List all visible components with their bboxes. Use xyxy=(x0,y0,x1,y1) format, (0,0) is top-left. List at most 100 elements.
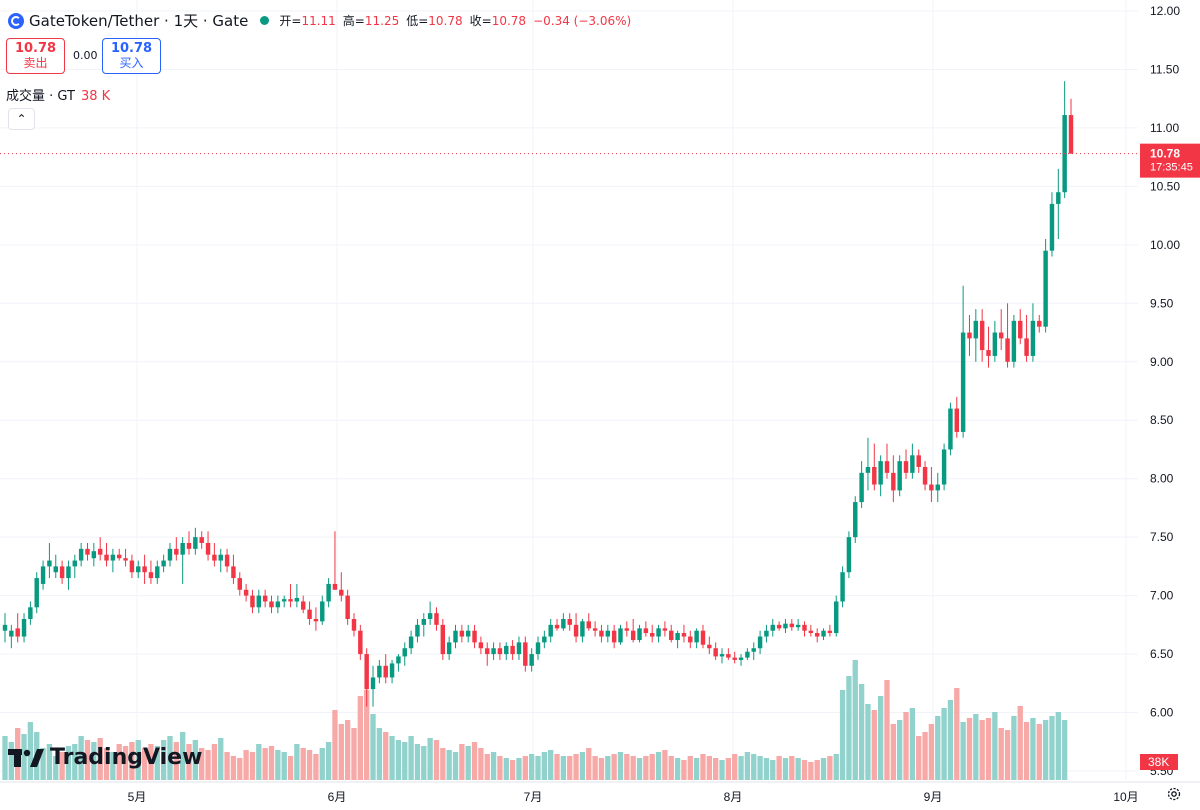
volume-bar xyxy=(192,740,199,780)
volume-bar xyxy=(167,736,173,780)
low-label: 低= xyxy=(406,14,429,28)
candle xyxy=(986,326,991,368)
candle-body xyxy=(884,461,890,473)
time-tick-label: 6月 xyxy=(328,790,347,804)
candle xyxy=(459,624,465,643)
candle xyxy=(193,527,198,555)
time-axis[interactable]: 5月 6月 7月 8月 9月 10月 xyxy=(0,781,1200,804)
candle-body xyxy=(269,601,274,608)
candle-body xyxy=(643,628,649,634)
candle-body xyxy=(497,648,503,655)
candle xyxy=(485,642,490,666)
volume-bar xyxy=(402,742,408,780)
candle xyxy=(637,624,642,643)
volume-bar xyxy=(65,746,72,780)
spread-value: 0.00 xyxy=(73,49,98,62)
candle-body xyxy=(396,656,401,664)
volume-bar xyxy=(351,728,357,780)
candle-body xyxy=(561,619,566,629)
candle xyxy=(694,628,699,649)
candle xyxy=(97,537,103,561)
volume-bar xyxy=(548,750,554,780)
candle-body xyxy=(180,543,185,555)
close-label: 收= xyxy=(469,14,492,28)
symbol-title[interactable]: GateToken/Tether · 1天 · Gate xyxy=(29,12,249,30)
candle-body xyxy=(250,595,255,608)
collapse-legend-button[interactable]: ⌃ xyxy=(8,108,35,130)
candle-body xyxy=(580,621,585,637)
candle-body xyxy=(485,648,490,655)
volume-bar xyxy=(643,756,649,780)
candle-body xyxy=(789,623,795,628)
volume-bars xyxy=(2,660,1068,780)
volume-bar xyxy=(408,736,414,780)
volume-bar xyxy=(611,754,617,780)
sell-button[interactable]: 10.78 卖出 xyxy=(6,38,65,74)
candle-body xyxy=(383,665,388,678)
volume-bar xyxy=(84,740,91,780)
volume-bar xyxy=(8,742,15,780)
gate-logo-icon[interactable] xyxy=(8,12,24,29)
candle-body xyxy=(1056,192,1061,204)
price-axis[interactable]: 5.506.006.507.007.508.008.509.009.5010.0… xyxy=(1150,4,1180,778)
candle-body xyxy=(707,644,712,649)
candle xyxy=(446,636,452,660)
candle xyxy=(770,619,775,637)
volume-bar xyxy=(681,760,687,780)
candle-body xyxy=(853,502,858,538)
candle-body xyxy=(694,630,699,643)
chevron-up-icon: ⌃ xyxy=(16,112,27,126)
volume-legend[interactable]: 成交量 · GT 38 K xyxy=(6,85,110,104)
volume-bar xyxy=(713,758,719,780)
candle-body xyxy=(446,642,452,655)
volume-bar xyxy=(922,732,928,780)
candle-body xyxy=(110,554,116,561)
gear-icon[interactable] xyxy=(1166,786,1182,802)
buy-button[interactable]: 10.78 买入 xyxy=(102,38,161,74)
candle-body xyxy=(688,636,693,643)
volume-legend-value: 38 K xyxy=(80,89,111,104)
candle-body xyxy=(161,560,166,567)
tradingview-logo[interactable]: TradingView xyxy=(8,745,202,770)
candle-body xyxy=(104,554,109,561)
candle xyxy=(903,449,909,479)
volume-bar xyxy=(770,760,776,780)
candle xyxy=(1011,315,1017,368)
candle xyxy=(155,560,160,584)
candle xyxy=(929,467,934,503)
ohlc-low: 低=10.78 xyxy=(406,12,462,29)
volume-bar xyxy=(1011,716,1017,780)
volume-bar xyxy=(814,760,820,780)
volume-bar xyxy=(693,758,700,780)
volume-bar xyxy=(440,748,446,780)
candle xyxy=(2,613,8,643)
candle xyxy=(78,543,84,567)
chart-grid xyxy=(0,0,1138,780)
volume-bar xyxy=(465,746,471,780)
volume-bar xyxy=(979,720,985,780)
volume-bar xyxy=(446,750,452,780)
volume-bar xyxy=(973,714,979,780)
volume-tag-label: 38K xyxy=(1148,755,1169,769)
volume-bar xyxy=(992,712,998,780)
candle xyxy=(865,437,871,491)
candle xyxy=(814,628,820,643)
candle-body xyxy=(751,648,756,652)
candle-body xyxy=(637,628,642,641)
volume-tag: 38K xyxy=(1140,754,1178,770)
candle-body xyxy=(814,633,820,637)
candle xyxy=(611,624,617,649)
volume-bar xyxy=(567,756,573,780)
candle-body xyxy=(459,630,465,637)
candle xyxy=(834,595,839,637)
candle-body xyxy=(979,320,985,351)
current-price-tag: 10.78 17:35:45 xyxy=(1140,143,1200,178)
volume-bar xyxy=(281,752,287,780)
candle-body xyxy=(948,408,953,450)
candle-body xyxy=(554,624,560,629)
candle xyxy=(713,642,718,660)
candle-body xyxy=(313,619,319,622)
volume-bar xyxy=(230,756,237,780)
candle-body xyxy=(301,601,306,610)
